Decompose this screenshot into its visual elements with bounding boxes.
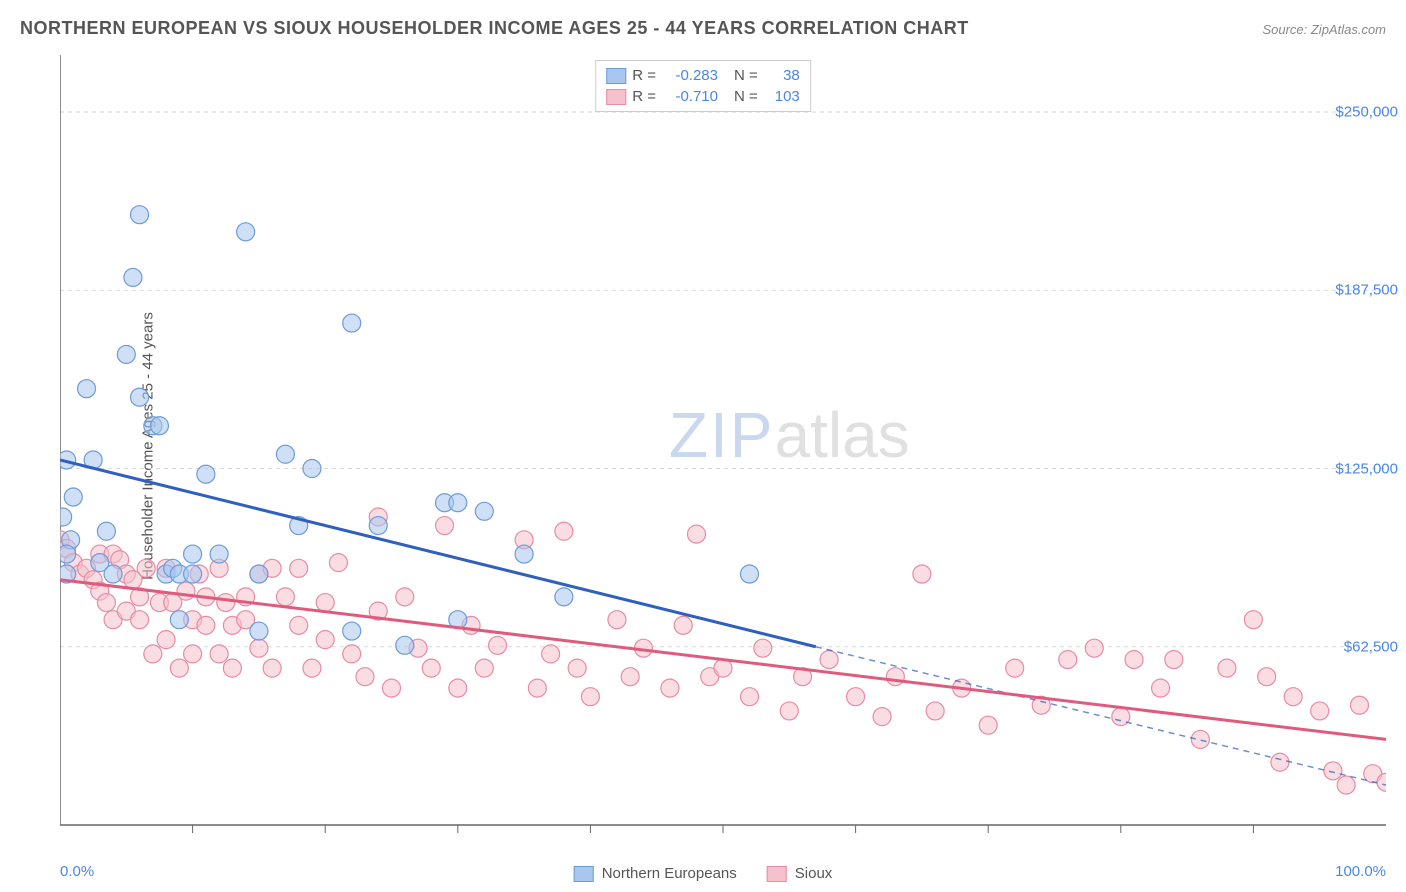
legend-series-item: Northern Europeans: [574, 865, 737, 882]
y-tick-label: $62,500: [1344, 638, 1398, 655]
y-tick-label: $125,000: [1335, 460, 1398, 477]
correlation-legend: R = -0.283 N = 38 R = -0.710 N = 103: [595, 60, 811, 112]
chart-title: NORTHERN EUROPEAN VS SIOUX HOUSEHOLDER I…: [20, 18, 969, 39]
n-value: 38: [764, 67, 800, 84]
legend-stat-row: R = -0.283 N = 38: [606, 65, 800, 86]
chart-svg: [60, 55, 1386, 847]
n-label: N =: [734, 88, 758, 105]
legend-series-item: Sioux: [767, 865, 833, 882]
n-label: N =: [734, 67, 758, 84]
r-value: -0.710: [662, 88, 718, 105]
x-tick-max: 100.0%: [1335, 863, 1386, 880]
legend-series-label: Northern Europeans: [602, 865, 737, 882]
legend-swatch: [767, 866, 787, 882]
series-legend: Northern Europeans Sioux: [574, 865, 833, 882]
chart-area: ZIPatlas: [60, 55, 1386, 847]
r-label: R =: [632, 67, 656, 84]
x-tick-min: 0.0%: [60, 863, 94, 880]
legend-swatch: [606, 68, 626, 84]
legend-stat-row: R = -0.710 N = 103: [606, 86, 800, 107]
y-tick-label: $187,500: [1335, 282, 1398, 299]
r-label: R =: [632, 88, 656, 105]
legend-swatch: [574, 866, 594, 882]
legend-series-label: Sioux: [795, 865, 833, 882]
legend-swatch: [606, 89, 626, 105]
source-label: Source: ZipAtlas.com: [1262, 22, 1386, 37]
n-value: 103: [764, 88, 800, 105]
r-value: -0.283: [662, 67, 718, 84]
y-tick-label: $250,000: [1335, 104, 1398, 121]
